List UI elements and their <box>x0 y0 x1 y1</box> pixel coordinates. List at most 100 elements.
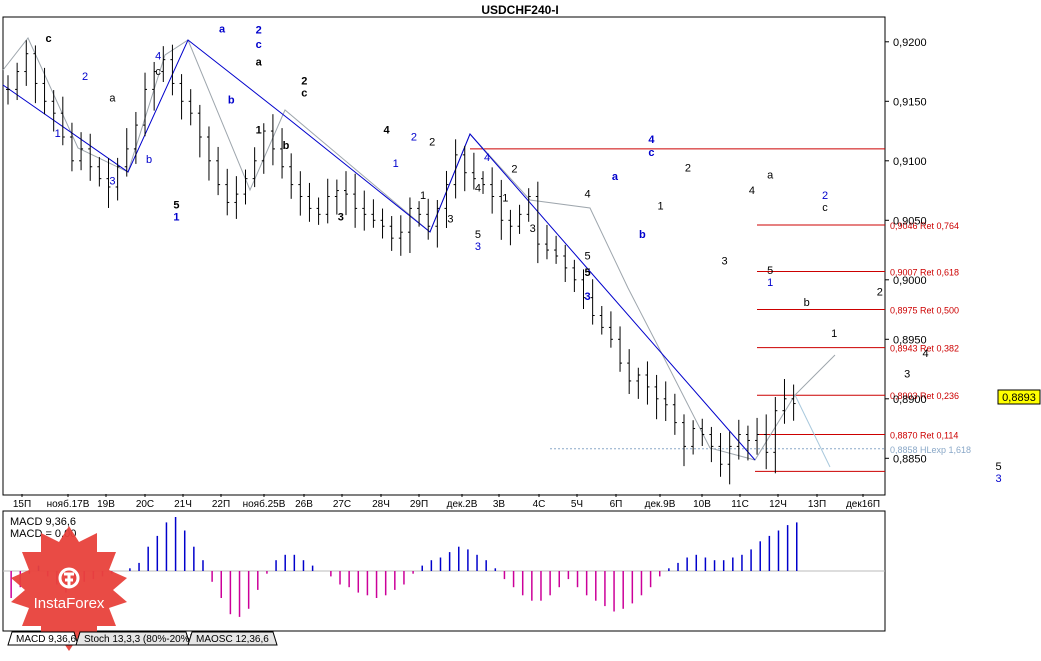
ohlc-bar <box>526 188 531 222</box>
ohlc-bar <box>270 114 275 166</box>
ohlc-bar <box>417 201 422 227</box>
ohlc-bar <box>51 90 56 132</box>
x-tick-label: 19В <box>97 499 115 510</box>
wave-label: 5 <box>173 199 179 211</box>
ohlc-bar <box>133 111 138 164</box>
ohlc-bar <box>590 279 595 325</box>
ohlc-bar <box>681 414 686 467</box>
x-tick-label: 15П <box>13 499 31 510</box>
y-tick-label: 0,9150 <box>893 96 927 108</box>
indicator-tab-label: MAOSC 12,36,6 <box>196 634 269 645</box>
ohlc-bar <box>252 147 257 188</box>
x-tick-label: дек16П <box>846 499 880 510</box>
wave-label: a <box>256 57 263 69</box>
x-tick-label: 13П <box>808 499 826 510</box>
x-tick-label: 11С <box>731 499 749 510</box>
wave-label: a <box>109 92 116 104</box>
wave-label: 2 <box>822 190 828 202</box>
ohlc-bar <box>755 417 760 455</box>
ohlc-bar <box>115 157 120 201</box>
ohlc-bar <box>563 244 568 283</box>
fib-level-label: 0,9007 Ret 0,618 <box>890 267 959 277</box>
indicator-tabs: MACD 9,36,6 Stoch 13,3,3 (80%-20%) MAOSC 1… <box>7 631 278 646</box>
wave-label: b <box>146 154 152 166</box>
indicator-tab-shape <box>7 631 79 646</box>
indicator-tab-label: MACD 9,36,6 <box>16 634 76 645</box>
ohlc-bar <box>316 197 321 225</box>
y-tick-label: 0,9050 <box>893 215 927 227</box>
ohlc-bar <box>280 128 285 179</box>
ohlc-bar <box>124 128 129 177</box>
ohlc-bar <box>435 199 440 248</box>
wave-label: 5 <box>767 265 773 277</box>
ohlc-bar <box>426 198 431 240</box>
x-tick-label: 26В <box>295 499 313 510</box>
wave-label: b <box>804 297 810 309</box>
ohlc-bar <box>398 215 403 256</box>
y-tick-label: 0,9100 <box>893 156 927 168</box>
time-axis: 15П нояб.17В 19В 20С 21Ч 22П нояб.25В 26В 27С 28Ч… <box>13 494 880 510</box>
x-tick-label: дек.9В <box>645 499 676 510</box>
ohlc-bar <box>736 419 741 460</box>
indicator-tab[interactable]: MACD 9,36,6 <box>7 631 79 646</box>
ohlc-bar <box>663 381 668 422</box>
price-axis: 0,9200 0,9150 0,9100 0,9050 0,9000 0,8950 0,89… <box>885 37 927 465</box>
wave-label: 3 <box>721 255 727 267</box>
chart-title: USDCHF240-I <box>481 3 558 17</box>
fib-level-label: 0,8903 Ret 0,236 <box>890 391 959 401</box>
wave-label: 5 <box>996 461 1002 473</box>
y-tick-label: 0,8850 <box>893 453 927 465</box>
indicator-tab-label: Stoch 13,3,3 (80%-20%) <box>84 634 193 645</box>
ohlc-bar <box>599 306 604 335</box>
ohlc-bar <box>672 393 677 435</box>
wave-label: 1 <box>831 328 837 340</box>
y-tick-label: 0,9200 <box>893 37 927 49</box>
indicator-tab[interactable]: MAOSC 12,36,6 <box>187 631 278 646</box>
ohlc-bar <box>33 45 38 104</box>
ohlc-bar <box>143 72 148 137</box>
ohlc-bar <box>298 171 303 216</box>
ohlc-bar <box>691 420 696 455</box>
wave-label: a <box>612 171 619 183</box>
wave-label: 1 <box>502 192 508 204</box>
wave-line-major <box>2 39 756 461</box>
x-tick-label: 4С <box>533 499 546 510</box>
ohlc-bar <box>15 62 20 101</box>
wave-label: 4 <box>749 185 755 197</box>
wave-label: 3 <box>338 211 344 223</box>
ohlc-bar <box>179 74 184 120</box>
wave-label: 4 <box>155 51 161 63</box>
wave-label: 1 <box>256 124 262 136</box>
ohlc-bar <box>471 152 476 190</box>
indicator-name: MACD 9,36,6 <box>10 516 76 528</box>
ohlc-bar <box>334 179 339 215</box>
wave-label: 1 <box>55 128 61 140</box>
wave-label: 1 <box>420 190 426 202</box>
wave-label: b <box>283 140 290 152</box>
x-tick-label: 10В <box>693 499 711 510</box>
ohlc-bar <box>362 190 367 231</box>
wave-label: 2 <box>429 136 435 148</box>
x-tick-label: 20С <box>136 499 154 510</box>
fib-level-label: 0,8975 Ret 0,500 <box>890 306 959 316</box>
ohlc-bar <box>636 367 641 399</box>
forecast-line <box>794 394 831 468</box>
x-tick-label: 28Ч <box>372 499 390 510</box>
ohlc-bar <box>225 168 230 216</box>
ohlc-bar <box>325 178 330 224</box>
indicator-tab-shape <box>187 631 278 646</box>
ohlc-bar <box>581 269 586 310</box>
ohlc-bar <box>618 326 623 372</box>
wave-label: 4 <box>475 183 481 195</box>
ohlc-bar <box>97 157 102 187</box>
indicator-tab[interactable]: Stoch 13,3,3 (80%-20%) <box>75 631 193 646</box>
wave-label: 3 <box>996 473 1002 485</box>
ohlc-bar <box>627 349 632 395</box>
ohlc-bar <box>371 199 376 228</box>
ohlc-bar <box>407 197 412 253</box>
wave-label: 2 <box>301 76 307 88</box>
ohlc-bar <box>654 374 659 420</box>
ohlc-bar <box>243 169 248 205</box>
